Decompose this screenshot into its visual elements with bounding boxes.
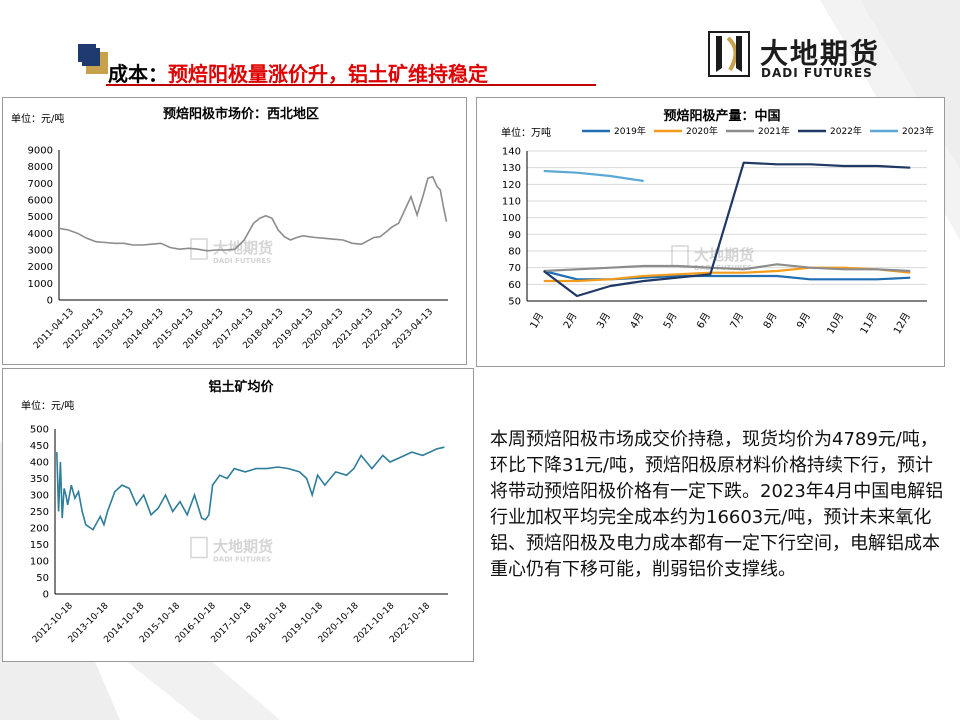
x-tick-label: 6月 (694, 311, 713, 331)
title-text: 成本：预焙阳极量涨价升，铝土矿维持稳定 (108, 58, 488, 87)
logo-name-cn: 大地期货 (760, 37, 881, 70)
y-axis-unit-label: 单位：元/吨 (21, 399, 74, 412)
y-tick-label: 4000 (28, 229, 53, 240)
title-highlight: 预焙阳极量涨价升，铝土矿维持稳定 (168, 62, 488, 86)
series-line (543, 161, 911, 298)
y-tick-label: 8000 (28, 162, 53, 173)
y-tick-label: 5000 (28, 212, 53, 223)
y-tick-label: 500 (30, 425, 49, 436)
chart-title: 预焙阳极市场价：西北地区 (163, 106, 319, 122)
x-tick-label: 8月 (761, 311, 780, 331)
y-tick-label: 100 (30, 557, 49, 568)
x-tick-label: 9月 (794, 311, 813, 331)
x-tick-label: 10月 (825, 311, 847, 337)
y-tick-label: 350 (30, 474, 49, 485)
y-tick-label: 80 (508, 247, 521, 258)
y-tick-label: 7000 (28, 179, 53, 190)
watermark-logo-icon (190, 536, 208, 559)
x-tick-label: 12月 (891, 311, 913, 337)
y-tick-label: 400 (30, 458, 49, 469)
series-line (58, 175, 448, 252)
y-tick-label: 100 (502, 213, 521, 224)
series-line (543, 266, 911, 283)
legend-label: 2019年 (614, 125, 646, 137)
y-tick-label: 50 (508, 297, 521, 308)
y-tick-label: 150 (30, 540, 49, 551)
chart-title: 铝土矿均价 (208, 379, 274, 395)
slide-title: 成本：预焙阳极量涨价升，铝土矿维持稳定 (78, 44, 598, 87)
series-line (56, 446, 445, 531)
x-tick-label: 3月 (594, 311, 613, 331)
title-underline (106, 84, 596, 86)
y-tick-label: 2000 (28, 262, 53, 273)
y-tick-label: 250 (30, 507, 49, 518)
y-tick-label: 300 (30, 491, 49, 502)
y-tick-label: 200 (30, 524, 49, 535)
y-tick-label: 130 (502, 163, 521, 174)
series-line (543, 169, 644, 183)
watermark-text-cn: 大地期货 (694, 246, 754, 264)
commentary-paragraph: 本周预焙阳极市场成交价持稳，现货均价为4789元/吨，环比下降31元/吨，预焙阳… (490, 429, 944, 580)
y-tick-label: 0 (43, 590, 49, 601)
y-axis-unit-label: 单位：万吨 (501, 126, 551, 139)
watermark-logo-icon (671, 245, 689, 267)
x-tick-label: 7月 (728, 311, 747, 331)
y-tick-label: 140 (502, 147, 521, 158)
x-tick-label: 4月 (628, 311, 647, 331)
y-tick-label: 50 (36, 573, 49, 584)
series-line (543, 263, 911, 273)
watermark-text-en: DADI FUTURES (213, 556, 271, 564)
legend-label: 2020年 (686, 125, 718, 137)
chart-panel-anode-output: 预焙阳极产量：中国单位：万吨 50 60 70 80 90 100 110 120 130 140 大… (476, 97, 945, 367)
legend-label: 2022年 (830, 125, 862, 137)
x-tick-label: 11月 (858, 311, 880, 337)
y-tick-label: 110 (502, 197, 521, 208)
watermark-text-en: DADI FUTURES (213, 257, 271, 265)
y-axis-unit-label: 单位：元/吨 (11, 112, 64, 125)
y-tick-label: 1000 (28, 279, 53, 290)
watermark-text-cn: 大地期货 (213, 239, 273, 257)
chart-panel-bauxite-price: 铝土矿均价单位：元/吨 0 50 100 150 200 250 300 350 400 450 50… (2, 368, 474, 662)
y-tick-label: 0 (47, 296, 53, 307)
y-tick-label: 120 (502, 180, 521, 191)
y-tick-label: 450 (30, 441, 49, 452)
legend-label: 2021年 (758, 125, 790, 137)
y-tick-label: 6000 (28, 196, 53, 207)
y-tick-label: 60 (508, 280, 521, 291)
x-tick-label: 1月 (528, 311, 547, 331)
x-tick-label: 5月 (661, 311, 680, 331)
logo-name-en: DADI FUTURES (761, 66, 873, 80)
y-tick-label: 3000 (28, 246, 53, 257)
chart-panel-anode-price: 预焙阳极市场价：西北地区 单位：元/吨 0 1000 2000 3000 4000 5000 6… (2, 97, 467, 365)
y-tick-label: 9000 (28, 146, 53, 157)
title-bullet-square-navy-front (82, 48, 100, 66)
logo-mark-icon (708, 31, 750, 77)
watermark-text-cn: 大地期货 (213, 538, 273, 556)
x-tick-label: 2月 (561, 311, 580, 331)
y-tick-label: 70 (508, 263, 521, 274)
company-logo: 大地期货 DADI FUTURES (708, 30, 898, 86)
y-tick-label: 90 (508, 230, 521, 241)
anode-price-chart: 预焙阳极市场价：西北地区 单位：元/吨 0 1000 2000 3000 4000 5000 6… (11, 106, 448, 351)
chart-title: 预焙阳极产量：中国 (663, 108, 780, 124)
legend-label: 2023年 (902, 125, 934, 137)
title-prefix: 成本： (108, 62, 168, 86)
